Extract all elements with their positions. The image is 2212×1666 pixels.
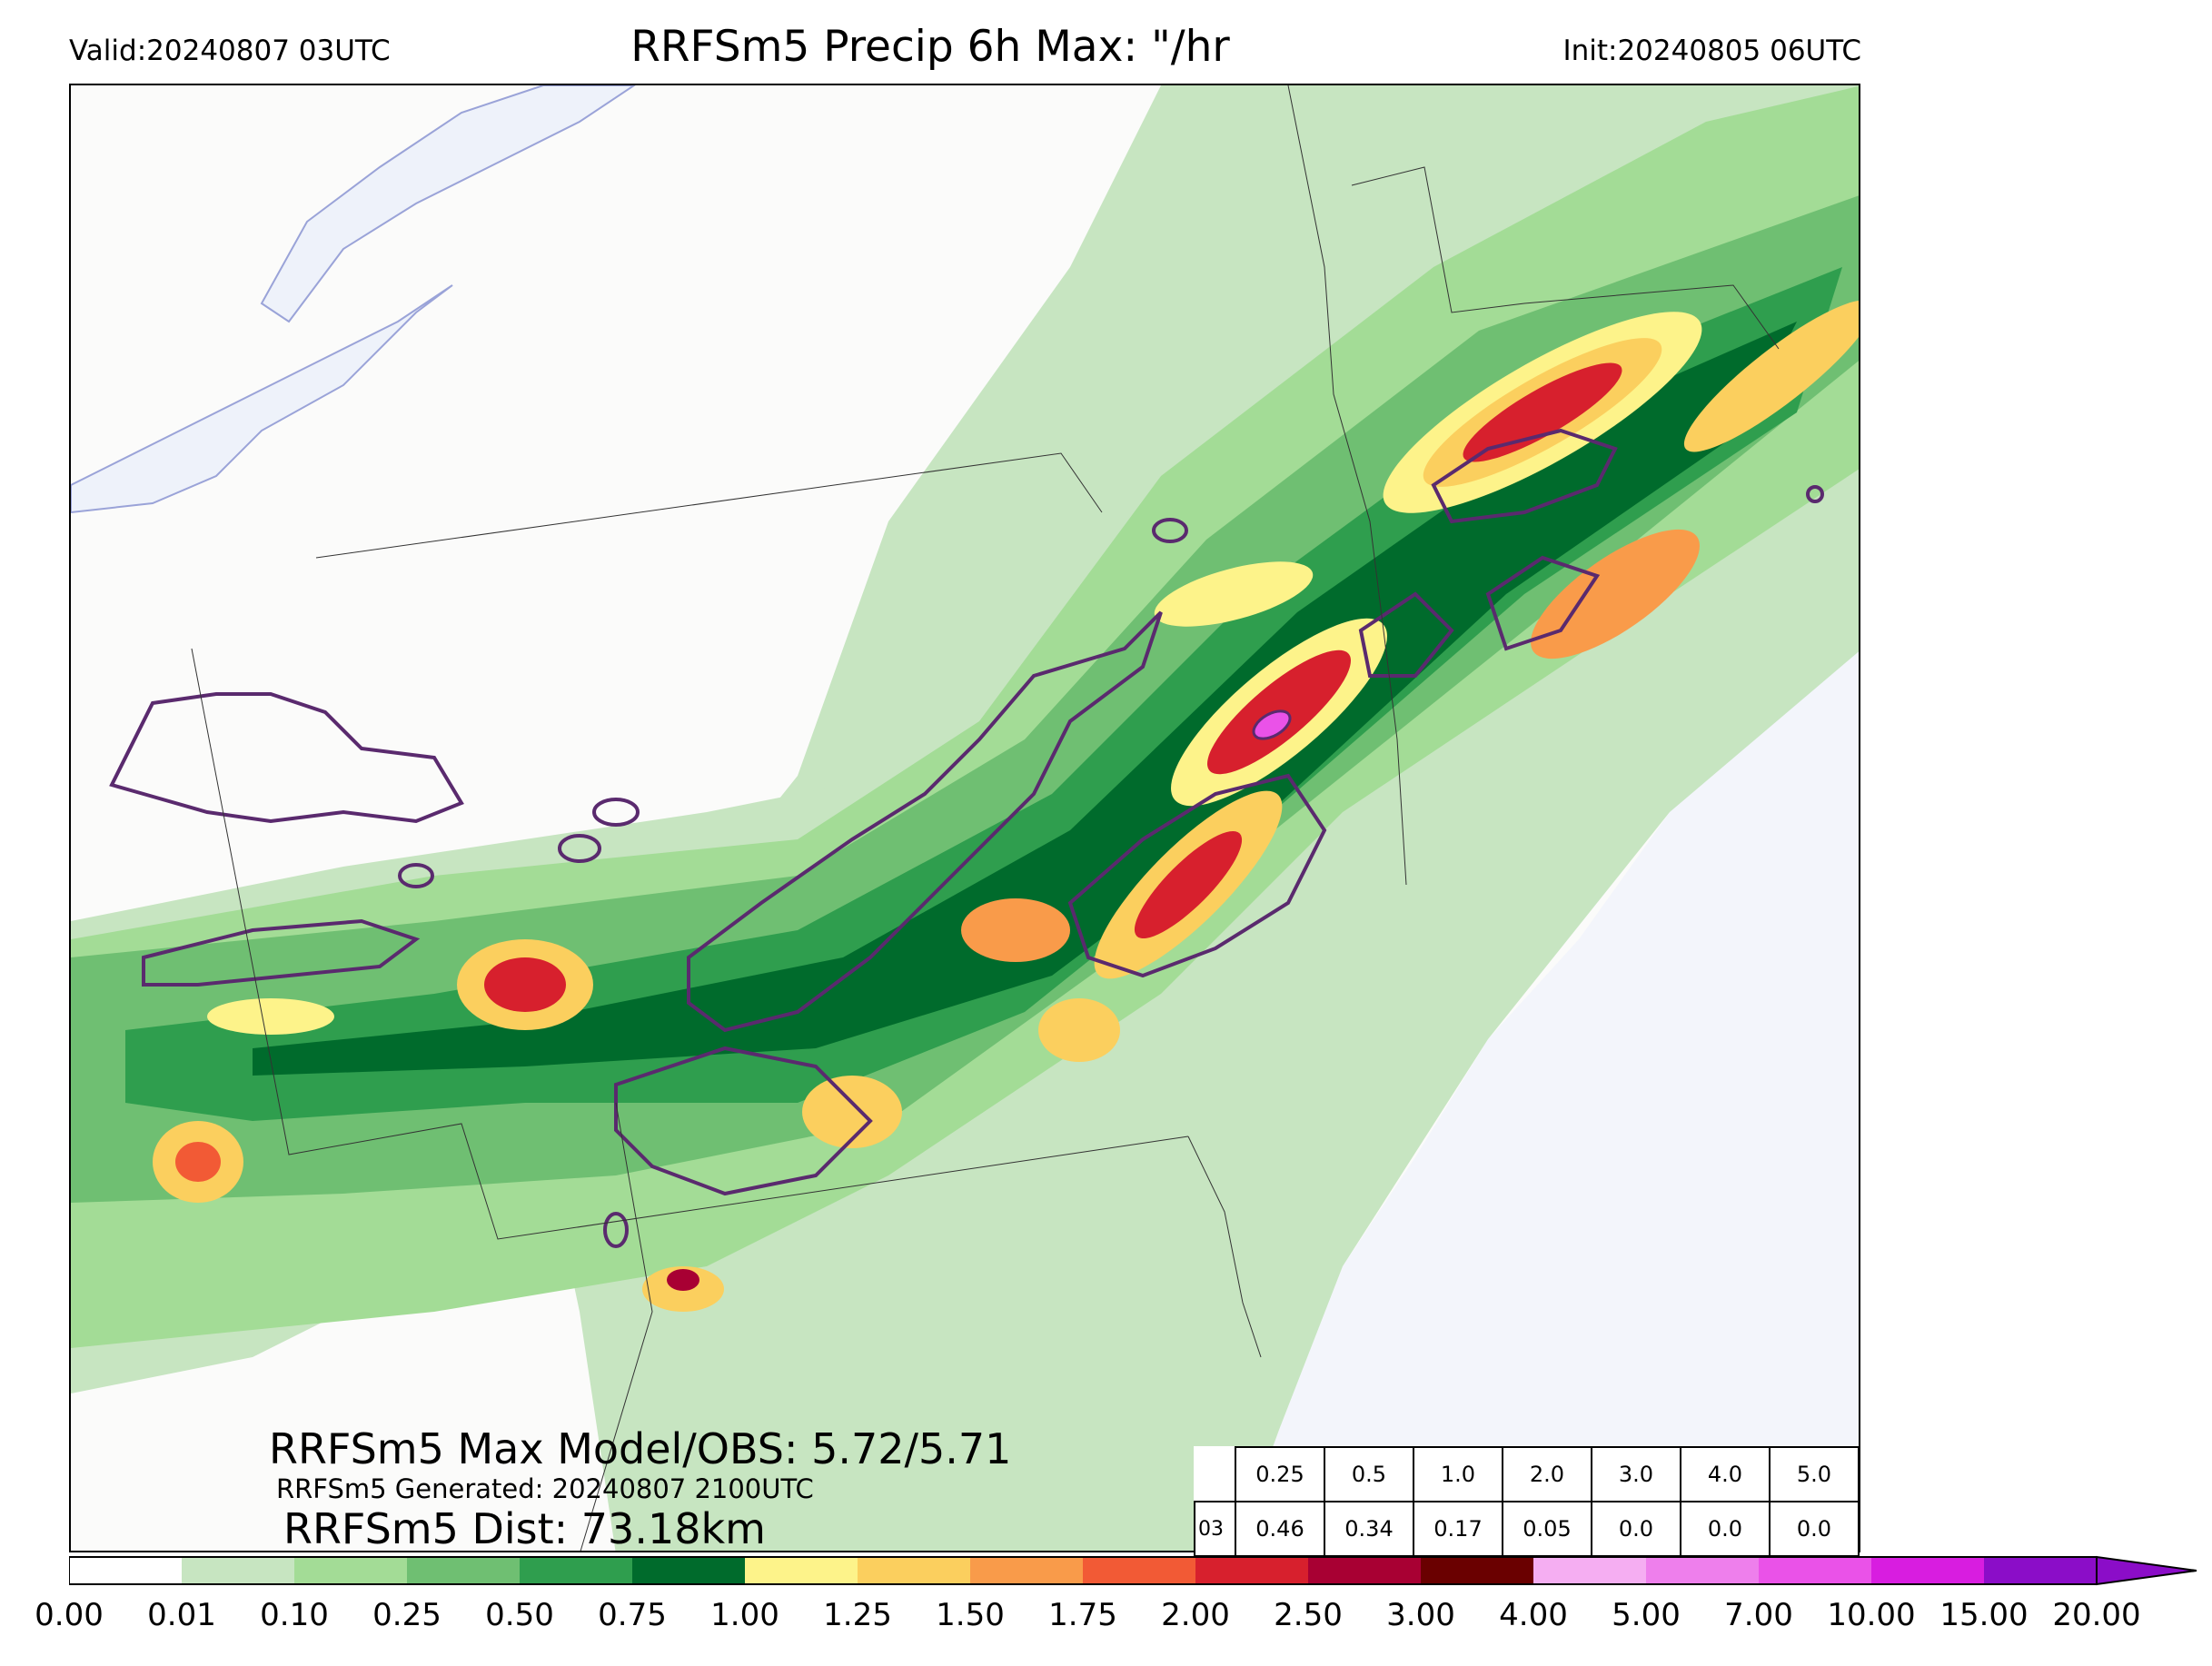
colorbar-tick-label: 7.00	[1724, 1597, 1793, 1633]
threshold-cell: 0.25	[1235, 1446, 1325, 1502]
init-time-label: Init:20240805 06UTC	[1562, 35, 1861, 67]
colorbar-tick-label: 2.00	[1161, 1597, 1230, 1633]
map-title: RRFSm5 Precip 6h Max: "/hr	[630, 22, 1230, 72]
generated-time: RRFSm5 Generated: 20240807 2100UTC	[276, 1473, 814, 1504]
precip-map	[69, 84, 1860, 1552]
cell-ne-1c	[1463, 362, 1622, 462]
colorbar-segment	[182, 1557, 294, 1584]
st-lawrence	[260, 85, 636, 323]
colorbar-segment	[1871, 1557, 1984, 1584]
map-graphic	[71, 85, 1859, 1551]
colorbar-tick-label: 20.00	[2052, 1597, 2141, 1633]
obs-contours	[109, 428, 1824, 1248]
colorbar-tick-label: 0.10	[260, 1597, 329, 1633]
table-corner	[1195, 1447, 1235, 1502]
cell-west-1b	[484, 957, 566, 1012]
cell-west-3	[207, 998, 334, 1035]
threshold-cell: 3.0	[1591, 1446, 1681, 1502]
colorbar-tick-label: 5.00	[1612, 1597, 1681, 1633]
cell-ne-2	[1683, 300, 1859, 452]
threshold-row: 0.25 0.5 1.0 2.0 3.0 4.0 5.0	[1195, 1446, 1860, 1502]
colorbar-segment	[69, 1557, 182, 1584]
lake-ontario	[71, 284, 453, 514]
value-cell: 0.05	[1502, 1501, 1592, 1557]
threshold-cell: 5.0	[1769, 1446, 1860, 1502]
colorbar-tick-label: 4.00	[1499, 1597, 1568, 1633]
colorbar-tick-label: 2.50	[1274, 1597, 1343, 1633]
threshold-cell: 1.0	[1413, 1446, 1503, 1502]
colorbar-segment	[858, 1557, 970, 1584]
colorbar-tick-label: 1.25	[823, 1597, 892, 1633]
threshold-cell: 4.0	[1680, 1446, 1771, 1502]
colorbar-tick-label: 0.00	[35, 1597, 104, 1633]
valid-time-label: Valid:20240807 03UTC	[69, 35, 391, 67]
colorbar-segment	[1646, 1557, 1759, 1584]
value-cell: 0.0	[1680, 1501, 1771, 1557]
colorbar-tick-label: 1.75	[1048, 1597, 1117, 1633]
colorbar-segment	[1083, 1557, 1195, 1584]
threshold-cell: 0.5	[1324, 1446, 1414, 1502]
colorbar-extend-arrow	[2096, 1555, 2197, 1586]
value-row: 03 0.46 0.34 0.17 0.05 0.0 0.0 0.0	[1194, 1501, 1860, 1557]
colorbar-segment	[1421, 1557, 1533, 1584]
colorbar-tick-label: 0.50	[485, 1597, 554, 1633]
cell-west-2b	[175, 1142, 221, 1182]
colorbar-segment	[407, 1557, 520, 1584]
colorbar-tick-label: 1.50	[936, 1597, 1005, 1633]
cell-south-1b	[667, 1269, 699, 1291]
colorbar-outline	[69, 1556, 2098, 1585]
colorbar-tick-label: 15.00	[1939, 1597, 2028, 1633]
colorbar-tick-label: 0.01	[147, 1597, 216, 1633]
atlantic-ocean	[1235, 650, 1859, 1551]
colorbar-segment	[745, 1557, 858, 1584]
cell-ne-3	[1531, 529, 1700, 659]
threshold-table: 0.25 0.5 1.0 2.0 3.0 4.0 5.0 03 0.46 0.3…	[1194, 1446, 1860, 1557]
cell-mid-3	[1038, 998, 1120, 1062]
value-cell: 0.17	[1413, 1501, 1503, 1557]
value-cell: 0.0	[1591, 1501, 1681, 1557]
distance-label: RRFSm5 Dist: 73.18km	[283, 1504, 766, 1553]
colorbar-tick-label: 10.00	[1827, 1597, 1916, 1633]
value-cell: 0.46	[1235, 1501, 1325, 1557]
cell-center-max	[1252, 709, 1292, 740]
colorbar-segment	[1984, 1557, 2097, 1584]
cell-mid-4	[1154, 561, 1314, 627]
colorbar-tick-label: 3.00	[1386, 1597, 1455, 1633]
cell-mid-1	[802, 1076, 902, 1148]
colorbar-tick-label: 0.25	[372, 1597, 441, 1633]
colorbar-segment	[1533, 1557, 1646, 1584]
colorbar-segment	[1759, 1557, 1871, 1584]
colorbar-segment	[1195, 1557, 1308, 1584]
row-label: 03	[1194, 1501, 1236, 1557]
max-model-obs: RRFSm5 Max Model/OBS: 5.72/5.71	[269, 1424, 1012, 1473]
colorbar-segment	[970, 1557, 1083, 1584]
colorbar	[69, 1555, 2197, 1586]
state-borders	[191, 85, 1780, 1551]
colorbar-segment	[520, 1557, 632, 1584]
colorbar-segment	[1308, 1557, 1421, 1584]
colorbar-tick-label: 0.75	[598, 1597, 667, 1633]
cell-center-2b	[1134, 830, 1243, 939]
threshold-cell: 2.0	[1502, 1446, 1592, 1502]
value-cell: 0.34	[1324, 1501, 1414, 1557]
cell-mid-2	[961, 898, 1070, 962]
colorbar-segment	[294, 1557, 407, 1584]
colorbar-tick-label: 1.00	[710, 1597, 779, 1633]
colorbar-segment	[632, 1557, 745, 1584]
value-cell: 0.0	[1769, 1501, 1860, 1557]
